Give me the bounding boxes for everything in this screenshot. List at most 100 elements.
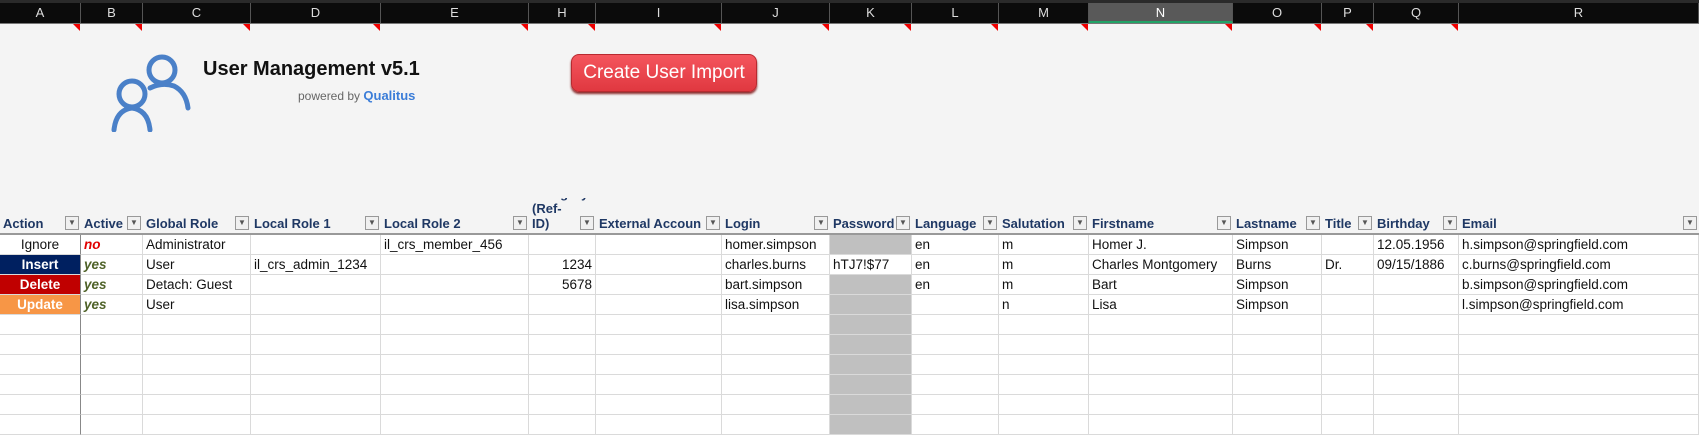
column-header-P[interactable]: P <box>1322 3 1374 23</box>
cell-language[interactable] <box>912 415 999 435</box>
cell-global-role[interactable]: User <box>143 255 251 275</box>
cell-salutation[interactable]: m <box>999 255 1089 275</box>
cell-firstname[interactable]: Lisa <box>1089 295 1233 315</box>
cell-email[interactable] <box>1459 335 1699 355</box>
cell-firstname[interactable] <box>1089 375 1233 395</box>
column-header-B[interactable]: B <box>81 3 143 23</box>
cell-email[interactable]: h.simpson@springfield.com <box>1459 235 1699 255</box>
cell-global-role[interactable] <box>143 415 251 435</box>
filter-dropdown-icon[interactable]: ▼ <box>65 216 79 230</box>
cell-salutation[interactable] <box>999 395 1089 415</box>
filter-dropdown-icon[interactable]: ▼ <box>1073 216 1087 230</box>
cell-login[interactable] <box>722 415 830 435</box>
cell-global-role[interactable] <box>143 315 251 335</box>
filter-dropdown-icon[interactable]: ▼ <box>1217 216 1231 230</box>
cell-active[interactable] <box>81 375 143 395</box>
filter-dropdown-icon[interactable]: ▼ <box>580 216 594 230</box>
cell-local-role-2[interactable] <box>381 335 529 355</box>
cell-password[interactable] <box>830 275 912 295</box>
cell-action[interactable] <box>0 355 81 375</box>
cell-birthday[interactable] <box>1374 275 1459 295</box>
filter-dropdown-icon[interactable]: ▼ <box>1358 216 1372 230</box>
cell-password[interactable] <box>830 395 912 415</box>
filter-dropdown-icon[interactable]: ▼ <box>814 216 828 230</box>
cell-salutation[interactable] <box>999 335 1089 355</box>
cell-local-role-2[interactable] <box>381 255 529 275</box>
cell-salutation[interactable] <box>999 355 1089 375</box>
cell-firstname[interactable] <box>1089 395 1233 415</box>
cell-active[interactable]: yes <box>81 255 143 275</box>
cell-external[interactable] <box>596 395 722 415</box>
cell-firstname[interactable] <box>1089 315 1233 335</box>
cell-title[interactable] <box>1322 415 1374 435</box>
column-header-C[interactable]: C <box>143 3 251 23</box>
cell-salutation[interactable]: n <box>999 295 1089 315</box>
cell-lastname[interactable]: Simpson <box>1233 235 1322 255</box>
cell-global-role[interactable]: Administrator <box>143 235 251 255</box>
cell-firstname[interactable] <box>1089 335 1233 355</box>
column-header-Q[interactable]: Q <box>1374 3 1459 23</box>
cell-active[interactable]: yes <box>81 295 143 315</box>
cell-lastname[interactable] <box>1233 335 1322 355</box>
cell-language[interactable]: en <box>912 255 999 275</box>
cell-external[interactable] <box>596 295 722 315</box>
cell-lastname[interactable] <box>1233 355 1322 375</box>
column-header-I[interactable]: I <box>596 3 722 23</box>
column-header-R[interactable]: R <box>1459 3 1699 23</box>
cell-firstname[interactable]: Bart <box>1089 275 1233 295</box>
cell-password[interactable] <box>830 235 912 255</box>
cell-language[interactable]: en <box>912 275 999 295</box>
cell-category[interactable] <box>529 235 596 255</box>
cell-birthday[interactable] <box>1374 375 1459 395</box>
cell-action[interactable] <box>0 375 81 395</box>
cell-active[interactable] <box>81 355 143 375</box>
cell-global-role[interactable] <box>143 375 251 395</box>
cell-password[interactable] <box>830 375 912 395</box>
column-header-A[interactable]: A <box>0 3 81 23</box>
cell-title[interactable] <box>1322 355 1374 375</box>
filter-dropdown-icon[interactable]: ▼ <box>1443 216 1457 230</box>
cell-local-role-2[interactable] <box>381 375 529 395</box>
cell-global-role[interactable]: Detach: Guest <box>143 275 251 295</box>
cell-active[interactable]: yes <box>81 275 143 295</box>
cell-local-role-1[interactable] <box>251 295 381 315</box>
cell-active[interactable] <box>81 315 143 335</box>
cell-email[interactable]: l.simpson@springfield.com <box>1459 295 1699 315</box>
cell-salutation[interactable] <box>999 375 1089 395</box>
cell-password[interactable] <box>830 355 912 375</box>
cell-password[interactable] <box>830 295 912 315</box>
cell-active[interactable] <box>81 395 143 415</box>
cell-category[interactable]: 5678 <box>529 275 596 295</box>
cell-salutation[interactable]: m <box>999 275 1089 295</box>
filter-dropdown-icon[interactable]: ▼ <box>513 216 527 230</box>
cell-firstname[interactable] <box>1089 415 1233 435</box>
cell-category[interactable] <box>529 395 596 415</box>
column-header-N[interactable]: N <box>1089 3 1233 23</box>
cell-salutation[interactable]: m <box>999 235 1089 255</box>
cell-login[interactable] <box>722 355 830 375</box>
cell-email[interactable] <box>1459 415 1699 435</box>
cell-title[interactable] <box>1322 375 1374 395</box>
filter-dropdown-icon[interactable]: ▼ <box>706 216 720 230</box>
cell-password[interactable] <box>830 315 912 335</box>
cell-local-role-2[interactable] <box>381 415 529 435</box>
cell-external[interactable] <box>596 275 722 295</box>
cell-local-role-1[interactable] <box>251 235 381 255</box>
cell-external[interactable] <box>596 335 722 355</box>
cell-title[interactable]: Dr. <box>1322 255 1374 275</box>
cell-lastname[interactable] <box>1233 395 1322 415</box>
cell-login[interactable]: bart.simpson <box>722 275 830 295</box>
cell-language[interactable]: en <box>912 235 999 255</box>
create-user-import-button[interactable]: Create User Import <box>571 54 757 92</box>
column-header-O[interactable]: O <box>1233 3 1322 23</box>
cell-salutation[interactable] <box>999 415 1089 435</box>
cell-category[interactable]: 1234 <box>529 255 596 275</box>
cell-local-role-1[interactable] <box>251 355 381 375</box>
cell-birthday[interactable] <box>1374 335 1459 355</box>
cell-local-role-1[interactable] <box>251 335 381 355</box>
cell-title[interactable] <box>1322 315 1374 335</box>
cell-language[interactable] <box>912 375 999 395</box>
column-header-E[interactable]: E <box>381 3 529 23</box>
filter-dropdown-icon[interactable]: ▼ <box>896 216 910 230</box>
cell-language[interactable] <box>912 315 999 335</box>
